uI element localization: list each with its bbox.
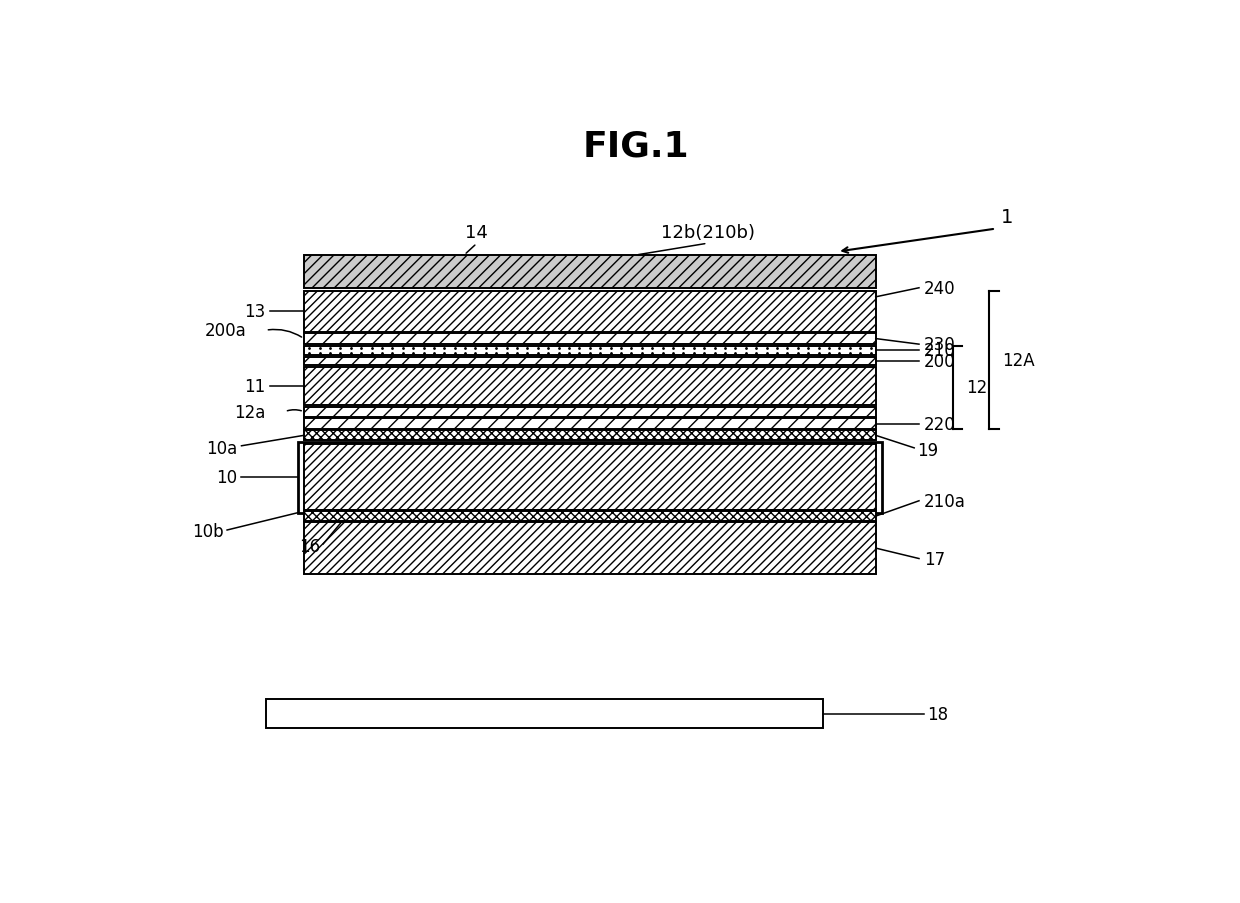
Text: 14: 14 <box>465 224 489 242</box>
Text: 210a: 210a <box>924 492 966 510</box>
Bar <box>304 523 875 574</box>
Bar <box>304 407 875 417</box>
Text: 12a: 12a <box>234 404 265 421</box>
Text: 16: 16 <box>299 537 320 555</box>
Text: 200a: 200a <box>205 321 247 340</box>
Bar <box>304 431 875 441</box>
Bar <box>304 292 875 332</box>
Text: 230: 230 <box>924 336 956 354</box>
Text: 220: 220 <box>924 415 956 433</box>
Bar <box>304 256 875 289</box>
Bar <box>298 442 882 513</box>
Text: 240: 240 <box>924 279 956 297</box>
Text: 210: 210 <box>924 342 956 360</box>
Bar <box>304 418 875 430</box>
Text: 19: 19 <box>918 442 939 460</box>
Bar <box>304 445 875 510</box>
Text: 12: 12 <box>966 379 987 396</box>
Bar <box>304 358 875 366</box>
Bar <box>304 368 875 406</box>
Text: 13: 13 <box>244 303 265 321</box>
Text: 12b(210b): 12b(210b) <box>661 224 755 242</box>
Text: 10a: 10a <box>206 440 238 457</box>
Bar <box>304 346 875 356</box>
Text: 10: 10 <box>217 469 238 487</box>
Text: 18: 18 <box>926 705 947 723</box>
Text: 12A: 12A <box>1003 352 1035 369</box>
Text: 200: 200 <box>924 352 956 370</box>
Text: 11: 11 <box>244 377 265 396</box>
Bar <box>304 512 875 521</box>
Bar <box>304 333 875 345</box>
Bar <box>265 699 823 729</box>
Text: 17: 17 <box>924 550 945 568</box>
Text: FIG.1: FIG.1 <box>583 130 688 163</box>
Text: 10b: 10b <box>192 523 224 541</box>
Text: 1: 1 <box>1001 208 1013 227</box>
